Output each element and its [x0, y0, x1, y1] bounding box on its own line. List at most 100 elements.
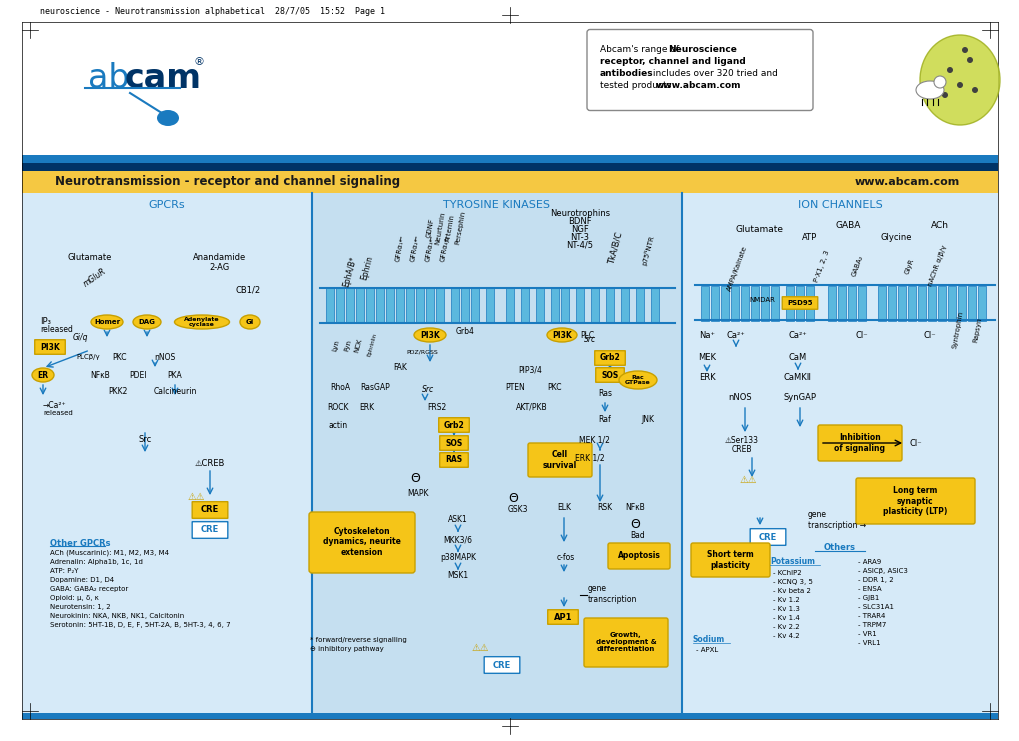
Ellipse shape — [132, 315, 161, 329]
Text: Bad: Bad — [630, 531, 645, 539]
Text: Glycine: Glycine — [879, 233, 911, 242]
Text: Neurotrophins: Neurotrophins — [549, 208, 609, 218]
Bar — [385, 288, 393, 322]
Text: GABA: GABA — [835, 221, 860, 230]
Text: PKK2: PKK2 — [108, 388, 127, 396]
Bar — [406, 288, 414, 322]
Bar — [450, 288, 459, 322]
Bar — [485, 288, 493, 322]
Text: CRE: CRE — [201, 525, 219, 534]
Ellipse shape — [32, 368, 54, 382]
FancyBboxPatch shape — [192, 502, 227, 518]
Text: SOS: SOS — [601, 370, 618, 379]
Text: AMPA/Kainate: AMPA/Kainate — [726, 245, 747, 291]
Text: * forward/reverse signalling: * forward/reverse signalling — [310, 637, 407, 643]
Text: FAK: FAK — [392, 364, 407, 373]
Text: PLCβ/γ: PLCβ/γ — [76, 354, 100, 360]
Text: c-fos: c-fos — [556, 554, 575, 562]
Text: Θ: Θ — [630, 519, 639, 531]
Bar — [416, 288, 424, 322]
Text: Potassium: Potassium — [769, 557, 814, 567]
Bar — [805, 285, 813, 321]
Text: IP₃: IP₃ — [40, 317, 51, 327]
Bar — [967, 285, 975, 321]
Text: PLC: PLC — [580, 330, 593, 339]
Text: RhoA: RhoA — [329, 384, 350, 393]
Bar — [927, 285, 935, 321]
Text: Src: Src — [583, 336, 595, 345]
Text: Cl⁻: Cl⁻ — [923, 330, 935, 339]
Text: Adenylate
cyclase: Adenylate cyclase — [184, 316, 220, 328]
Bar — [471, 288, 479, 322]
Text: TkA/B/C: TkA/B/C — [605, 231, 623, 265]
Text: Ca²⁺: Ca²⁺ — [726, 330, 745, 339]
Text: ROCK: ROCK — [327, 402, 348, 411]
FancyBboxPatch shape — [528, 443, 591, 477]
Text: MEK: MEK — [697, 353, 715, 362]
Text: ACh (Muscarinic): M1, M2, M3, M4: ACh (Muscarinic): M1, M2, M3, M4 — [50, 550, 169, 556]
FancyBboxPatch shape — [484, 657, 520, 674]
Bar — [888, 285, 895, 321]
FancyBboxPatch shape — [817, 425, 901, 461]
Text: GFRα₂←: GFRα₂← — [409, 234, 420, 262]
Bar — [335, 288, 343, 322]
FancyBboxPatch shape — [690, 543, 769, 577]
Text: NCK: NCK — [353, 337, 363, 353]
Ellipse shape — [619, 371, 656, 389]
Bar — [22, 155, 997, 167]
Text: Neurokinin: NKA, NKB, NK1, Calcitonin: Neurokinin: NKA, NKB, NK1, Calcitonin — [50, 613, 184, 619]
Bar — [22, 713, 997, 719]
Text: CREB: CREB — [731, 445, 752, 454]
Bar — [750, 285, 758, 321]
Circle shape — [946, 67, 952, 73]
Text: PKC: PKC — [547, 384, 561, 393]
Text: - VR1: - VR1 — [857, 631, 876, 637]
Text: neuroscience - Neurotransmission alphabetical  28/7/05  15:52  Page 1: neuroscience - Neurotransmission alphabe… — [40, 7, 384, 16]
Bar — [795, 285, 803, 321]
Bar — [395, 288, 404, 322]
Bar — [838, 285, 845, 321]
Text: PI3K: PI3K — [40, 342, 60, 351]
Text: RSK: RSK — [597, 503, 612, 513]
Text: Gi: Gi — [246, 319, 254, 325]
Text: PTEN: PTEN — [504, 384, 525, 393]
Text: EphA/B*: EphA/B* — [341, 256, 358, 288]
Text: Ephrinlin: Ephrinlin — [366, 333, 377, 357]
Bar — [827, 285, 836, 321]
Text: cam: cam — [125, 62, 202, 95]
Text: ELK: ELK — [556, 503, 571, 513]
Text: antibodies: antibodies — [599, 70, 653, 79]
Text: ⚠⚠: ⚠⚠ — [739, 475, 756, 485]
Bar — [720, 285, 729, 321]
Text: Ras: Ras — [597, 388, 611, 397]
Ellipse shape — [414, 328, 445, 342]
Text: - SLC31A1: - SLC31A1 — [857, 604, 893, 610]
Bar — [636, 288, 643, 322]
FancyBboxPatch shape — [438, 418, 469, 432]
Text: ®: ® — [194, 57, 205, 67]
Text: NGF: NGF — [571, 225, 588, 233]
Text: RasGAP: RasGAP — [360, 384, 389, 393]
Text: GlyR: GlyR — [904, 257, 915, 275]
Bar — [521, 288, 529, 322]
Text: Growth,
development &
differentiation: Growth, development & differentiation — [595, 632, 656, 652]
Bar — [857, 285, 865, 321]
FancyBboxPatch shape — [749, 528, 785, 545]
Text: AKT/PKB: AKT/PKB — [516, 402, 547, 411]
Text: Other GPCRs: Other GPCRs — [50, 539, 110, 548]
Text: Ephrin: Ephrin — [359, 255, 374, 281]
Text: MKK3/6: MKK3/6 — [443, 536, 472, 545]
Text: Short term
plasticity: Short term plasticity — [706, 551, 753, 570]
Bar — [22, 163, 997, 171]
Text: MEK 1/2: MEK 1/2 — [578, 436, 608, 445]
Circle shape — [971, 87, 977, 93]
Bar — [937, 285, 945, 321]
Text: - DDR 1, 2: - DDR 1, 2 — [857, 577, 893, 583]
Text: GFRα₁←: GFRα₁← — [394, 234, 405, 262]
Text: - Kv 1.2: - Kv 1.2 — [772, 597, 799, 603]
Text: Src: Src — [422, 385, 434, 394]
Text: ERK: ERK — [359, 402, 374, 411]
Text: - GJB1: - GJB1 — [857, 595, 878, 601]
FancyBboxPatch shape — [595, 368, 624, 382]
Text: Neurturin: Neurturin — [434, 211, 445, 245]
